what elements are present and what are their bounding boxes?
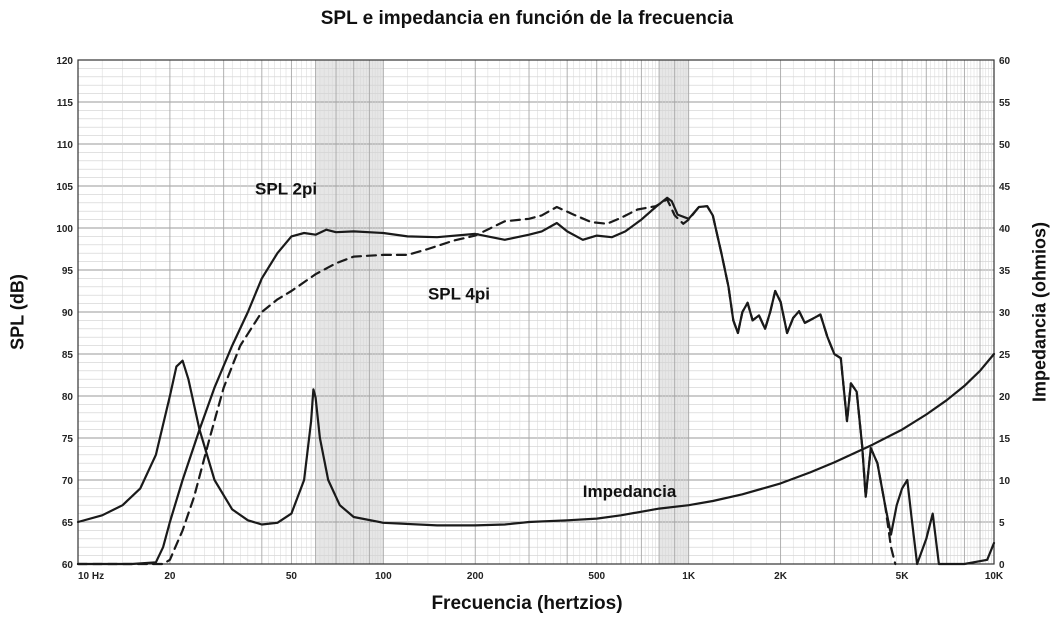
- y2-tick-label: 30: [999, 308, 1011, 319]
- annotation-label: SPL 2pi: [255, 179, 317, 198]
- y-tick-label: 100: [56, 224, 73, 235]
- y-tick-label: 115: [57, 98, 74, 109]
- chart-title: SPL e impedancia en función de la frecue…: [320, 8, 734, 29]
- y-tick-label: 75: [62, 434, 74, 445]
- y-tick-label: 120: [56, 56, 73, 67]
- y2-tick-label: 15: [999, 434, 1011, 445]
- annotations: SPL 2pi SPL 4pi Impedancia: [255, 179, 677, 500]
- y-tick-label: 70: [62, 476, 74, 487]
- series-line-impedancia: [76, 352, 996, 527]
- x-tick-label: 10K: [985, 571, 1004, 582]
- x-tick-label: 50: [286, 571, 298, 582]
- y2-tick-label: 40: [999, 224, 1011, 235]
- y-tick-label: 105: [56, 182, 73, 193]
- x-tick-label: 500: [588, 571, 605, 582]
- x-tick-label: 10 Hz: [78, 571, 104, 582]
- y-tick-label: 110: [57, 140, 74, 151]
- y2-tick-label: 45: [999, 182, 1011, 193]
- grid: [77, 59, 994, 565]
- y2-tick-label: 20: [999, 392, 1011, 403]
- y-tick-label: 95: [62, 266, 74, 277]
- plot-frame: [77, 59, 995, 565]
- x-tick-label: 5K: [896, 571, 910, 582]
- y-tick-label: 65: [62, 518, 74, 529]
- series-line-spl-4pi: [76, 198, 897, 566]
- y-tick-label: 60: [62, 560, 74, 571]
- y2-tick-label: 60: [999, 56, 1011, 67]
- x-tick-label: 1K: [682, 571, 696, 582]
- y2-tick-label: 10: [999, 476, 1011, 487]
- x-tick-label: 100: [375, 571, 392, 582]
- plot-border: [77, 59, 995, 565]
- x-tick-label: 200: [467, 571, 484, 582]
- annotation-label: SPL 4pi: [428, 284, 490, 303]
- y2-tick-label: 55: [999, 98, 1011, 109]
- y2-tick-label: 5: [999, 518, 1005, 529]
- x-tick-label: 2K: [774, 571, 788, 582]
- y-tick-label: 90: [62, 308, 74, 319]
- series-line-spl-2pi: [76, 196, 996, 566]
- series-layer: [76, 196, 996, 566]
- y2-tick-label: 0: [999, 560, 1005, 571]
- tick-labels: 10 Hz 20 50 100 200 500 1K 2K 5K 10K6065707580859…: [56, 56, 1010, 582]
- x-tick-label: 20: [164, 571, 176, 582]
- y-tick-label: 85: [62, 350, 74, 361]
- y-tick-label: 80: [62, 392, 74, 403]
- y2-tick-label: 50: [999, 140, 1011, 151]
- y2-tick-label: 25: [999, 350, 1011, 361]
- x-axis-label: Frecuencia (hertzios): [431, 593, 623, 614]
- annotation-label: Impedancia: [583, 482, 677, 501]
- y2-tick-label: 35: [999, 266, 1011, 277]
